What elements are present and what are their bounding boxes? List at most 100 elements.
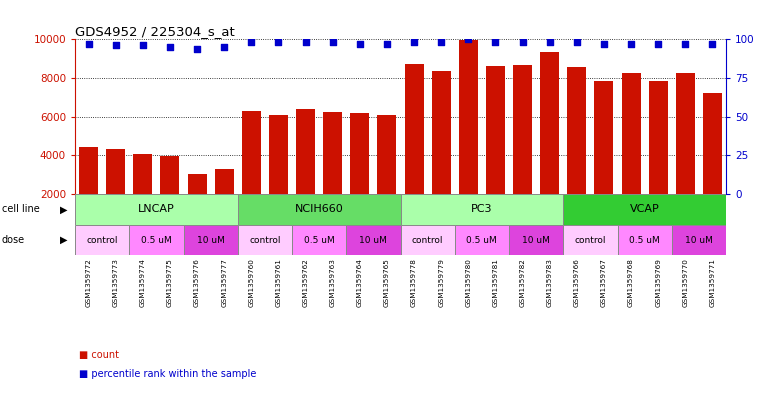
Text: ▶: ▶ <box>60 235 68 245</box>
Bar <box>346 225 400 255</box>
Text: GSM1359770: GSM1359770 <box>683 258 688 307</box>
Bar <box>107 149 125 233</box>
Text: GSM1359776: GSM1359776 <box>194 258 200 307</box>
Bar <box>400 194 563 225</box>
Text: GSM1359761: GSM1359761 <box>275 258 282 307</box>
Point <box>380 41 393 47</box>
Text: 10 uM: 10 uM <box>359 236 387 244</box>
Text: control: control <box>412 236 444 244</box>
Text: GSM1359763: GSM1359763 <box>330 258 336 307</box>
Point <box>191 46 203 52</box>
Text: GSM1359768: GSM1359768 <box>628 258 634 307</box>
Text: GSM1359777: GSM1359777 <box>221 258 228 307</box>
Text: 0.5 uM: 0.5 uM <box>466 236 497 244</box>
Point <box>326 39 339 46</box>
Text: 0.5 uM: 0.5 uM <box>141 236 172 244</box>
Bar <box>79 147 98 233</box>
Bar <box>183 225 237 255</box>
Text: 10 uM: 10 uM <box>685 236 713 244</box>
Point <box>462 36 474 42</box>
Text: GSM1359778: GSM1359778 <box>411 258 417 307</box>
Text: 0.5 uM: 0.5 uM <box>629 236 660 244</box>
Bar <box>431 71 451 233</box>
Point <box>706 41 718 47</box>
Text: 10 uM: 10 uM <box>196 236 224 244</box>
Bar <box>187 174 206 233</box>
Text: control: control <box>249 236 281 244</box>
Text: control: control <box>87 236 118 244</box>
Text: GSM1359771: GSM1359771 <box>709 258 715 307</box>
Point <box>300 39 312 46</box>
Text: ■ percentile rank within the sample: ■ percentile rank within the sample <box>79 369 256 379</box>
Bar <box>540 52 559 233</box>
Text: GSM1359779: GSM1359779 <box>438 258 444 307</box>
Text: ■ count: ■ count <box>79 350 119 360</box>
Text: NCIH660: NCIH660 <box>295 204 343 215</box>
Bar <box>405 64 424 233</box>
Text: 0.5 uM: 0.5 uM <box>304 236 335 244</box>
Point <box>245 39 257 46</box>
Bar <box>269 115 288 233</box>
Bar <box>377 115 396 233</box>
Bar <box>323 112 342 233</box>
Bar <box>676 73 695 233</box>
Point <box>625 41 637 47</box>
Point <box>652 41 664 47</box>
Text: ▶: ▶ <box>60 204 68 215</box>
Bar <box>75 225 129 255</box>
Text: GSM1359772: GSM1359772 <box>85 258 91 307</box>
Bar <box>350 113 369 233</box>
Text: control: control <box>575 236 606 244</box>
Bar <box>296 109 315 233</box>
Point <box>517 39 529 46</box>
Text: GSM1359773: GSM1359773 <box>113 258 119 307</box>
Point <box>218 44 231 50</box>
Text: GSM1359781: GSM1359781 <box>492 258 498 307</box>
Point <box>272 39 285 46</box>
Point <box>543 39 556 46</box>
Bar <box>622 73 641 233</box>
Point <box>137 42 149 49</box>
Bar <box>672 225 726 255</box>
Text: GSM1359783: GSM1359783 <box>546 258 552 307</box>
Point <box>110 42 122 49</box>
Point <box>571 39 583 46</box>
Bar <box>292 225 346 255</box>
Text: GSM1359767: GSM1359767 <box>601 258 607 307</box>
Text: GSM1359780: GSM1359780 <box>465 258 471 307</box>
Bar <box>648 81 667 233</box>
Point <box>435 39 447 46</box>
Bar <box>129 225 183 255</box>
Text: GSM1359762: GSM1359762 <box>303 258 308 307</box>
Text: GSM1359764: GSM1359764 <box>357 258 363 307</box>
Text: LNCAP: LNCAP <box>138 204 175 215</box>
Bar <box>567 67 586 233</box>
Bar <box>455 225 509 255</box>
Bar <box>237 225 292 255</box>
Bar <box>133 154 152 233</box>
Text: GSM1359769: GSM1359769 <box>655 258 661 307</box>
Point <box>408 39 420 46</box>
Text: GSM1359782: GSM1359782 <box>520 258 526 307</box>
Text: GDS4952 / 225304_s_at: GDS4952 / 225304_s_at <box>75 25 234 38</box>
Point <box>489 39 501 46</box>
Bar <box>75 194 237 225</box>
Point <box>598 41 610 47</box>
Bar <box>400 225 455 255</box>
Text: GSM1359766: GSM1359766 <box>574 258 580 307</box>
Text: GSM1359775: GSM1359775 <box>167 258 173 307</box>
Bar <box>509 225 563 255</box>
Bar <box>242 111 261 233</box>
Bar <box>563 225 617 255</box>
Text: dose: dose <box>2 235 24 245</box>
Text: GSM1359760: GSM1359760 <box>248 258 254 307</box>
Point <box>82 41 94 47</box>
Bar <box>161 156 180 233</box>
Point <box>164 44 176 50</box>
Text: VCAP: VCAP <box>630 204 660 215</box>
Text: 10 uM: 10 uM <box>522 236 550 244</box>
Bar <box>237 194 400 225</box>
Bar <box>563 194 726 225</box>
Bar <box>215 169 234 233</box>
Bar <box>594 81 613 233</box>
